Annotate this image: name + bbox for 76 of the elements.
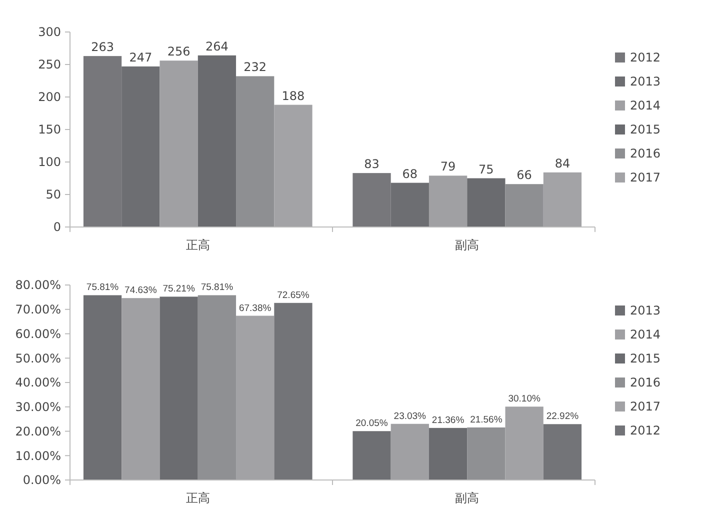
data-label: 75.81% xyxy=(200,282,234,294)
bar xyxy=(390,424,429,480)
bar xyxy=(160,60,198,227)
legend-label: 2016 xyxy=(630,376,661,390)
data-label: 22.92% xyxy=(546,411,580,422)
data-label: 20.05% xyxy=(356,418,388,430)
data-label: 67.38% xyxy=(238,302,272,314)
bar xyxy=(160,296,198,480)
data-label: 264 xyxy=(206,39,228,54)
legend-label: 2015 xyxy=(630,352,661,366)
bar xyxy=(505,406,544,480)
bar xyxy=(274,104,312,227)
data-label: 247 xyxy=(129,50,152,64)
data-label: 79 xyxy=(440,160,456,174)
bar xyxy=(543,424,582,480)
bar xyxy=(198,295,236,480)
bar xyxy=(428,176,468,227)
bar xyxy=(122,298,160,480)
bar xyxy=(198,55,236,227)
data-label: 75 xyxy=(478,162,494,176)
y-tick-label: 40.00% xyxy=(15,376,61,390)
x-tick-label: 副高 xyxy=(455,491,480,505)
y-tick-label: 0.00% xyxy=(22,473,61,488)
bar xyxy=(467,427,506,480)
y-tick-label: 250 xyxy=(38,58,61,72)
legend-label: 2017 xyxy=(630,400,661,414)
legend-label: 2012 xyxy=(630,50,661,65)
data-label: 84 xyxy=(554,156,570,170)
bar xyxy=(467,178,506,227)
bar xyxy=(83,295,122,480)
legend-label: 2014 xyxy=(630,98,661,113)
data-label: 188 xyxy=(282,88,305,103)
data-label: 66 xyxy=(516,168,532,182)
x-tick-label: 正高 xyxy=(186,491,210,505)
data-label: 256 xyxy=(167,44,190,59)
data-label: 30.10% xyxy=(508,394,541,405)
bar xyxy=(428,428,468,480)
data-label: 263 xyxy=(91,40,114,54)
bar xyxy=(274,302,312,480)
y-tick-label: 150 xyxy=(38,122,61,137)
y-tick-label: 80.00% xyxy=(15,278,61,292)
bar xyxy=(236,76,274,227)
data-label: 72.65% xyxy=(277,290,310,301)
legend-label: 2013 xyxy=(630,74,661,89)
data-label: 232 xyxy=(244,60,267,74)
legend-label: 2014 xyxy=(630,328,661,342)
x-tick-label: 副高 xyxy=(455,238,480,252)
legend-label: 2017 xyxy=(630,170,661,185)
data-label: 75.81% xyxy=(86,282,120,294)
bar xyxy=(543,172,582,227)
data-label: 83 xyxy=(364,157,380,172)
data-label: 21.36% xyxy=(432,414,465,426)
bar xyxy=(352,431,391,480)
y-tick-label: 70.00% xyxy=(15,302,61,317)
bar xyxy=(505,184,544,227)
data-label: 74.63% xyxy=(124,285,158,296)
x-tick-label: 正高 xyxy=(186,238,210,252)
legend-label: 2013 xyxy=(630,304,661,318)
y-tick-label: 200 xyxy=(38,90,61,104)
y-tick-label: 0 xyxy=(53,220,61,234)
data-label: 68 xyxy=(402,166,418,181)
legend-label: 2016 xyxy=(630,146,661,161)
y-tick-label: 300 xyxy=(38,25,61,40)
y-tick-label: 50 xyxy=(46,188,61,202)
bar xyxy=(236,316,274,480)
data-label: 75.21% xyxy=(162,284,196,295)
y-tick-label: 100 xyxy=(38,155,61,170)
y-tick-label: 20.00% xyxy=(15,424,61,438)
y-tick-label: 10.00% xyxy=(15,448,61,463)
data-label: 21.56% xyxy=(470,414,503,426)
y-tick-label: 30.00% xyxy=(15,400,61,414)
y-tick-label: 50.00% xyxy=(15,351,61,366)
y-tick-label: 60.00% xyxy=(15,326,61,341)
data-label: 23.03% xyxy=(394,410,427,422)
legend-label: 2015 xyxy=(630,122,661,137)
legend-label: 2012 xyxy=(630,424,661,438)
